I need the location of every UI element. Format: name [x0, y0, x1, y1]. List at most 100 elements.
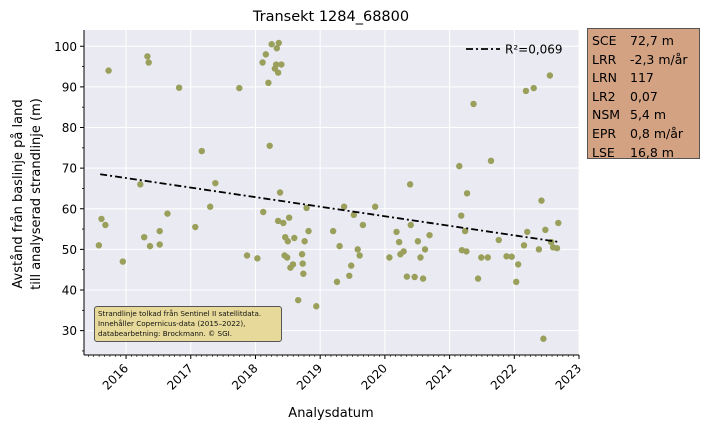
data-point: [474, 275, 482, 282]
data-point: [503, 253, 510, 260]
data-point: [538, 197, 545, 204]
data-point: [333, 278, 341, 286]
data-point: [456, 162, 463, 170]
data-point: [414, 238, 422, 245]
data-point: [386, 254, 393, 261]
y-axis-label-line1: Avstånd från baslinje på land: [11, 99, 26, 288]
trend-line: [100, 173, 560, 243]
y-tick-label: 40: [62, 284, 77, 298]
data-point: [259, 59, 266, 66]
data-point: [274, 69, 282, 76]
data-point: [359, 221, 367, 229]
data-point: [508, 253, 515, 260]
stat-value: 0,8 m/år: [630, 125, 684, 141]
stat-row: LSE 16,8 m: [592, 144, 695, 163]
legend: R²=0,069: [466, 43, 563, 57]
data-point: [546, 72, 554, 79]
chart-title: Transekt 1284_68800: [252, 9, 409, 25]
data-point: [146, 242, 154, 250]
x-tick-label: 2016: [100, 361, 131, 392]
data-point: [530, 84, 537, 92]
data-point: [553, 244, 561, 252]
data-point: [300, 270, 307, 277]
data-point: [371, 203, 379, 210]
data-point: [119, 258, 127, 265]
data-point: [299, 260, 306, 267]
data-point: [348, 262, 355, 269]
data-point: [276, 189, 284, 196]
data-point: [426, 231, 433, 239]
stat-row: SCE 72,7 m: [592, 32, 695, 51]
data-point: [145, 59, 152, 66]
data-point: [275, 39, 282, 47]
data-point: [346, 272, 353, 279]
data-point: [461, 227, 469, 235]
data-point: [175, 84, 183, 91]
x-tick-label: 2023: [553, 361, 584, 392]
stat-value: 5,4 m: [630, 107, 667, 123]
data-point: [403, 273, 411, 280]
stat-value: 72,7 m: [630, 33, 674, 48]
data-point: [266, 142, 273, 149]
data-point: [555, 219, 562, 227]
y-tick-label: 100: [54, 40, 77, 54]
data-point: [105, 67, 112, 74]
y-tick-label: 80: [62, 121, 77, 135]
data-point: [356, 252, 363, 259]
data-point: [395, 238, 403, 246]
stat-row: LR2 0,07: [592, 88, 695, 107]
data-point: [354, 246, 361, 253]
data-point: [470, 100, 477, 108]
stat-row: LRR -2,3 m/år: [592, 51, 695, 70]
stat-key: EPR: [592, 125, 617, 141]
legend-label: R²=0,069: [505, 43, 563, 57]
data-point: [262, 51, 270, 58]
data-point: [102, 221, 109, 229]
data-point: [535, 246, 543, 253]
data-point: [303, 204, 310, 212]
x-axis-label: Analysdatum: [288, 406, 373, 421]
data-point: [285, 214, 293, 221]
data-point: [411, 273, 418, 281]
stat-key: NSM: [592, 107, 621, 123]
data-point: [254, 255, 261, 262]
data-point: [406, 181, 414, 188]
data-point: [198, 147, 205, 155]
y-tick-label: 60: [62, 202, 77, 216]
x-tick-label: 2018: [229, 361, 260, 392]
data-point: [419, 275, 427, 282]
data-point: [513, 278, 520, 286]
data-point: [540, 335, 547, 342]
credit-line: databearbetning: Brockmann. © SGI.: [98, 329, 233, 338]
data-point: [278, 61, 285, 68]
data-point: [393, 228, 400, 236]
data-point: [340, 203, 348, 210]
stat-key: LSE: [592, 144, 615, 160]
data-point: [156, 227, 163, 235]
stat-key: SCE: [592, 33, 617, 48]
data-point: [268, 41, 275, 48]
data-point: [137, 181, 144, 188]
data-point: [522, 87, 530, 95]
data-point: [350, 211, 358, 219]
data-point: [291, 234, 298, 242]
data-point: [206, 203, 214, 210]
stat-value: 16,8 m: [630, 144, 674, 160]
data-point: [274, 217, 282, 225]
data-point: [284, 238, 292, 245]
stat-row: NSM 5,4 m: [592, 106, 695, 125]
stat-key: LR2: [592, 88, 616, 104]
data-point: [298, 251, 306, 258]
data-point: [542, 226, 549, 234]
data-point: [463, 248, 470, 255]
plot-area: [84, 30, 579, 355]
data-point: [273, 45, 281, 52]
data-point: [156, 241, 163, 248]
trend-line-group: [100, 173, 560, 243]
data-point: [458, 212, 465, 219]
x-tick-label: 2017: [164, 361, 195, 392]
data-point: [407, 221, 414, 229]
data-point: [400, 248, 407, 255]
data-point: [484, 254, 491, 261]
